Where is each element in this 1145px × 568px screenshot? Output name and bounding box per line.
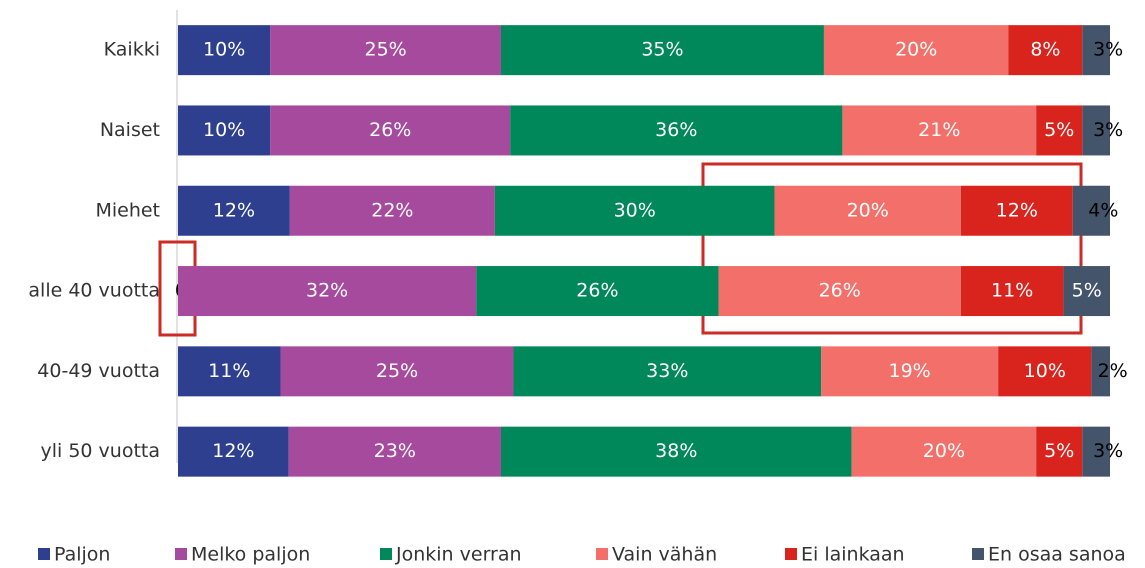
bar-segment [178,25,271,76]
value-label: 10% [203,39,245,61]
value-label: 12% [213,199,255,221]
bar-segment [280,346,514,397]
legend-label: Jonkin verran [395,544,522,566]
value-label: 11% [991,280,1033,302]
legend-label: Melko paljon [191,544,310,566]
value-label: 19% [889,360,931,382]
y-tick-label: Naiset [100,119,160,141]
value-label: 3% [1093,119,1123,141]
value-label: 5% [1072,280,1102,302]
legend-swatch [175,548,187,560]
bar-segment [1091,346,1110,397]
bar-segment [1036,426,1083,477]
value-label: 26% [819,280,861,302]
bar-segment [774,185,961,236]
bar-segment [960,266,1064,317]
value-label: 2% [1098,360,1128,382]
bar-segment [178,426,289,477]
bar-segment [270,25,501,76]
value-label: 32% [306,280,348,302]
value-label: 38% [655,440,697,462]
value-label: 30% [614,199,656,221]
value-label: 25% [376,360,418,382]
value-label: 12% [212,440,254,462]
bar-segment [288,426,501,477]
legend-label: Paljon [54,544,110,566]
value-label: 8% [1030,39,1060,61]
value-label: 36% [655,119,697,141]
bar-segment [289,185,495,236]
bar-segment [960,185,1073,236]
bar-segment [500,25,824,76]
y-tick-label: yli 50 vuotta [40,440,160,462]
value-label: 20% [923,440,965,462]
bar-segment [1082,426,1110,477]
bar-segment [178,346,281,397]
value-label: 12% [996,199,1038,221]
legend-label: Ei lainkaan [801,544,905,566]
bar-segment [1082,105,1110,156]
value-label: 35% [641,39,683,61]
bar-segment [178,105,271,156]
bar-segment [851,426,1037,477]
bar-segment [178,266,477,317]
y-tick-label: alle 40 vuotta [28,280,160,302]
bar-segment [500,426,852,477]
value-label: 10% [203,119,245,141]
legend-swatch [38,548,50,560]
bar-segment [476,266,719,317]
legend-swatch [380,548,392,560]
value-label: 23% [374,440,416,462]
bar-segment [494,185,775,236]
value-label: 10% [1024,360,1066,382]
value-label: 33% [646,360,688,382]
legend-label: Vain vähän [612,544,717,566]
bar-segment [1036,105,1083,156]
bar-segment [1063,266,1110,317]
bar-segment [513,346,822,397]
value-label: 21% [918,119,960,141]
value-label: 3% [1093,39,1123,61]
value-label: 11% [208,360,250,382]
y-tick-label: Miehet [95,199,160,221]
value-label: 25% [365,39,407,61]
bar-segment [270,105,511,156]
value-label: 20% [847,199,889,221]
bar-segment [998,346,1092,397]
value-label: 5% [1044,440,1074,462]
value-label: 22% [371,199,413,221]
highlight-box [701,162,1083,335]
value-label: 20% [895,39,937,61]
legend-swatch [785,548,797,560]
bar-segment [1008,25,1083,76]
bar-segment [821,346,999,397]
bar-segment [718,266,961,317]
bar-segment [842,105,1037,156]
legend-swatch [972,548,984,560]
value-label: 5% [1044,119,1074,141]
bar-segment [1072,185,1110,236]
value-label: 3% [1093,440,1123,462]
bar-segment [1082,25,1110,76]
legend-swatch [596,548,608,560]
y-tick-label: 40-49 vuotta [37,360,160,382]
value-label: 26% [576,280,618,302]
y-tick-label: Kaikki [104,39,160,61]
bar-segment [510,105,843,156]
legend-label: En osaa sanoa [988,544,1126,566]
bar-segment [823,25,1009,76]
bar-segment [178,185,290,236]
value-label: 26% [369,119,411,141]
value-label: 4% [1088,199,1118,221]
